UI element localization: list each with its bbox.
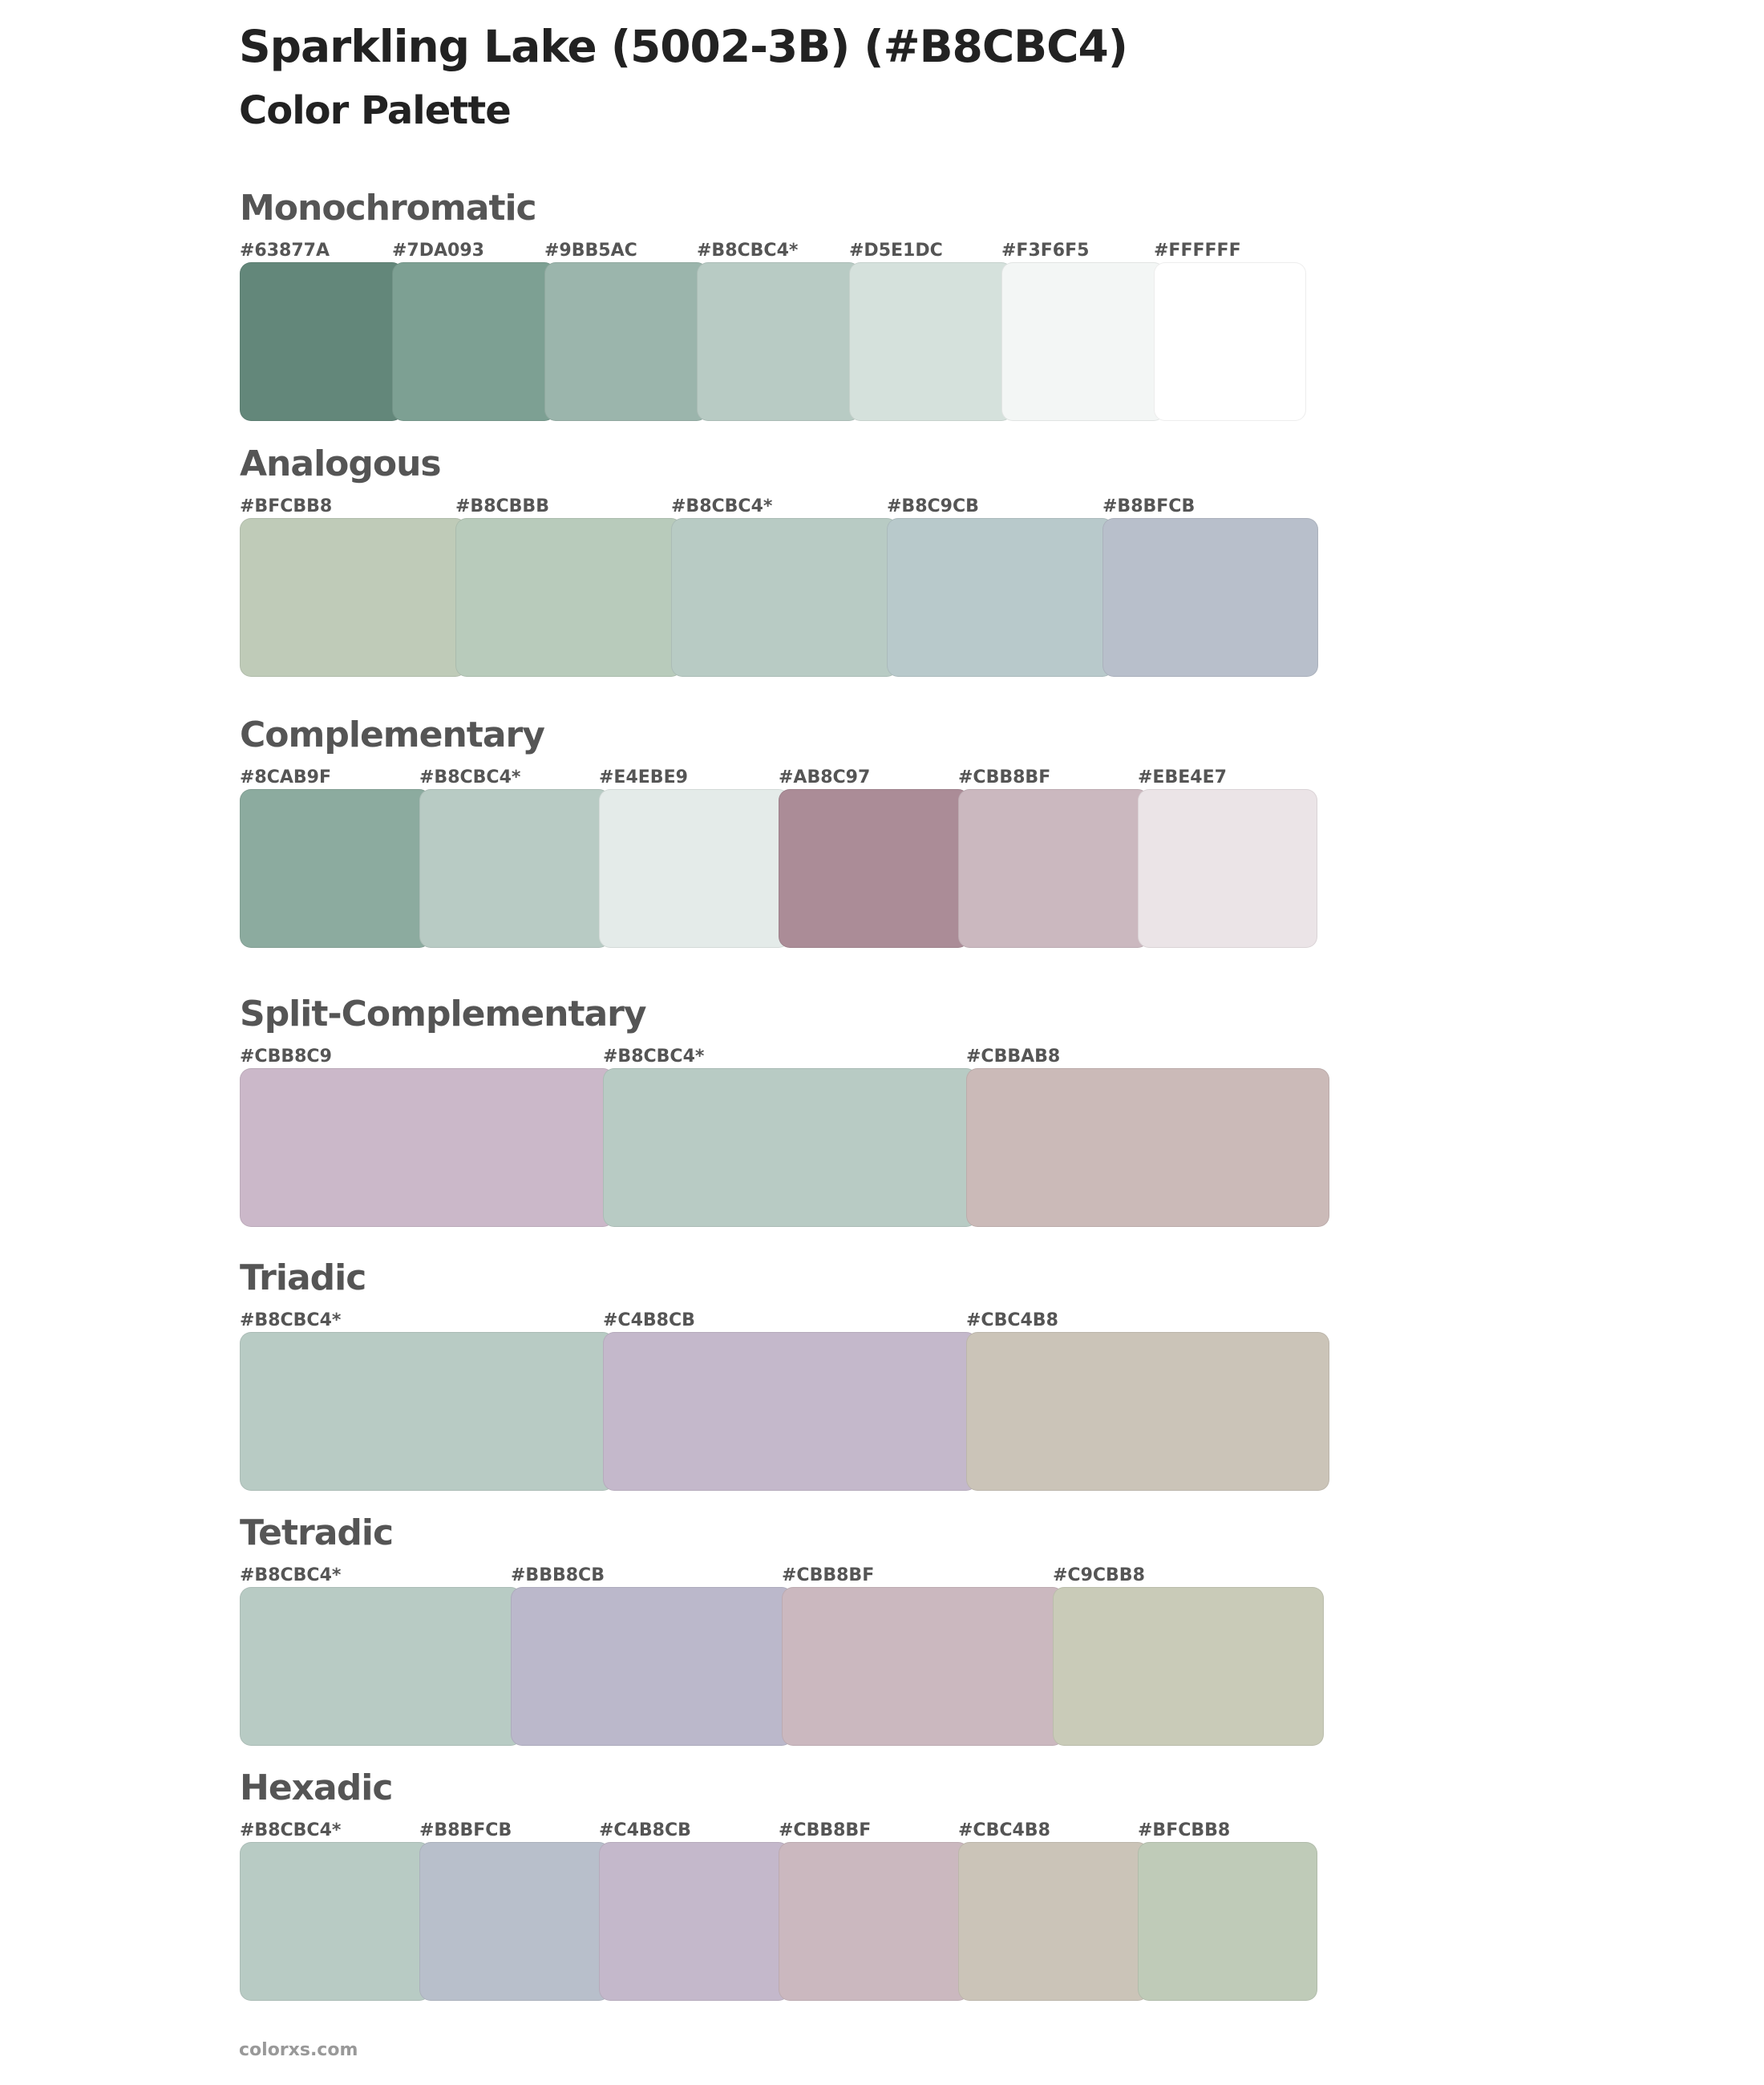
color-swatch [849,262,1013,421]
swatch-label: #B8CBC4* [240,1820,342,1840]
page-subtitle: Color Palette [239,88,512,133]
swatch-label: #CBC4B8 [966,1310,1058,1330]
color-swatch [240,1068,614,1227]
swatch-label: #B8BFCB [1102,496,1196,516]
swatch-label: #BFCBB8 [1138,1820,1231,1840]
swatch-label: #B8C9CB [887,496,979,516]
section-heading: Triadic [240,1257,366,1298]
color-swatch [603,1068,977,1227]
color-swatch [887,518,1114,677]
color-swatch [599,789,790,948]
swatch-label: #BFCBB8 [240,496,333,516]
footer[interactable]: colorxs.com [239,2040,358,2060]
color-swatch [240,1842,431,2001]
color-swatch [966,1332,1329,1491]
color-swatch [1138,789,1317,948]
section-heading: Monochromatic [240,188,537,229]
swatch-label: #AB8C97 [779,767,871,787]
color-swatch [240,789,431,948]
color-swatch [1154,262,1306,421]
color-swatch [671,518,898,677]
page-title: Sparkling Lake (5002-3B) (#B8CBC4) [239,21,1128,72]
color-swatch [240,262,403,421]
swatch-label: #C9CBB8 [1053,1565,1145,1585]
swatch-label: #CBC4B8 [958,1820,1050,1840]
color-swatch [782,1587,1064,1746]
section-heading: Hexadic [240,1767,393,1808]
section-heading: Split-Complementary [240,994,647,1034]
swatch-label: #FFFFFF [1154,241,1241,261]
color-swatch [599,1842,790,2001]
swatch-label: #D5E1DC [849,241,943,261]
swatch-label: #9BB5AC [544,241,637,261]
swatch-label: #B8CBC4* [603,1047,705,1067]
swatch-label: #CBB8BF [782,1565,875,1585]
section-heading: Complementary [240,715,545,755]
color-swatch [1053,1587,1324,1746]
color-swatch [419,1842,610,2001]
color-swatch [419,789,610,948]
section-heading: Analogous [240,443,442,484]
color-swatch [1102,518,1318,677]
color-swatch [1001,262,1165,421]
swatch-label: #BBB8CB [511,1565,605,1585]
swatch-label: #7DA093 [392,241,484,261]
color-swatch [779,789,969,948]
color-swatch [392,262,556,421]
swatch-label: #63877A [240,241,330,261]
swatch-label: #8CAB9F [240,767,332,787]
section-heading: Tetradic [240,1512,394,1553]
swatch-label: #B8CBC4* [671,496,773,516]
color-swatch [603,1332,977,1491]
swatch-label: #CBB8BF [958,767,1051,787]
swatch-label: #CBBAB8 [966,1047,1061,1067]
color-swatch [544,262,708,421]
swatch-label: #CBB8BF [779,1820,872,1840]
swatch-label: #EBE4E7 [1138,767,1227,787]
color-swatch [240,1332,614,1491]
swatch-label: #E4EBE9 [599,767,688,787]
swatch-label: #B8BFCB [419,1820,512,1840]
color-swatch [966,1068,1329,1227]
swatch-label: #C4B8CB [599,1820,691,1840]
swatch-label: #C4B8CB [603,1310,695,1330]
swatch-label: #F3F6F5 [1001,241,1090,261]
color-swatch [958,789,1149,948]
color-swatch [1138,1842,1317,2001]
swatch-label: #B8CBC4* [240,1310,342,1330]
color-swatch [958,1842,1149,2001]
swatch-label: #B8CBBB [455,496,549,516]
color-swatch [240,1587,522,1746]
color-swatch [697,262,860,421]
swatch-label: #B8CBC4* [419,767,521,787]
color-swatch [511,1587,793,1746]
color-swatch [240,518,467,677]
swatch-label: #CBB8C9 [240,1047,332,1067]
color-swatch [455,518,682,677]
color-swatch [779,1842,969,2001]
swatch-label: #B8CBC4* [240,1565,342,1585]
swatch-label: #B8CBC4* [697,241,799,261]
